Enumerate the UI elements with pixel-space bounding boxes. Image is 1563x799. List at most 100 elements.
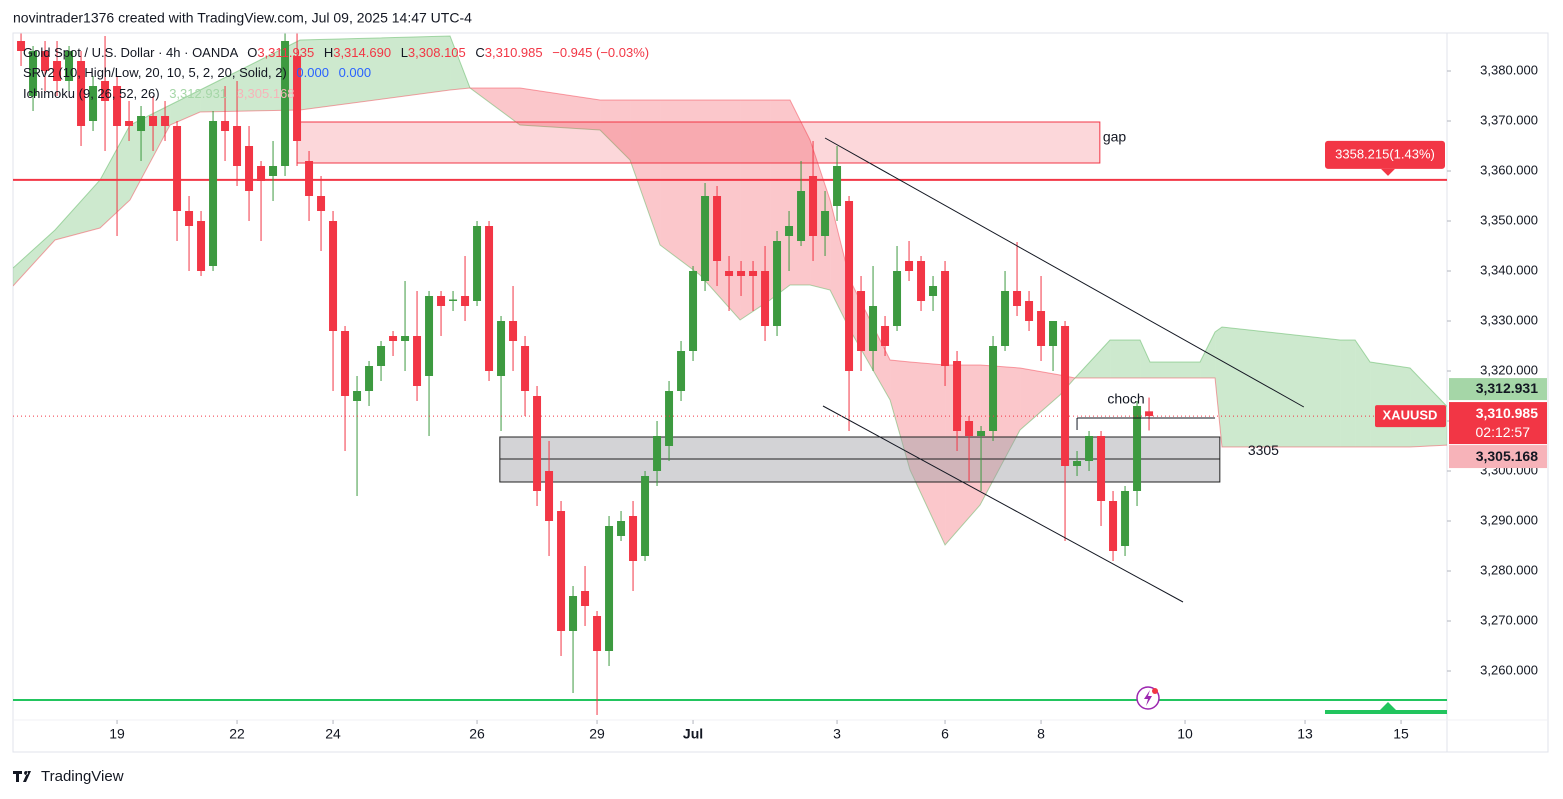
cloud-segment [470, 88, 520, 125]
candle-body [473, 226, 482, 301]
candle-body [329, 221, 338, 331]
candle-body [833, 166, 842, 206]
candle-body [569, 596, 578, 631]
zone [296, 121, 1101, 164]
candle-body [293, 56, 302, 141]
candle-body [665, 391, 674, 446]
candle-body [1097, 436, 1106, 501]
cloud-segment [1020, 368, 1060, 430]
candle-body [629, 516, 638, 561]
cloud-segment [1355, 340, 1371, 447]
candle-body [425, 296, 434, 376]
field-value: 3,311.935 [257, 45, 314, 60]
candle-body [773, 241, 782, 326]
candle-body [1109, 501, 1118, 551]
replay-icon[interactable] [1136, 686, 1160, 710]
candle-body [737, 271, 746, 276]
x-tick-label: 3 [833, 726, 841, 742]
cloud-segment [1200, 332, 1216, 378]
indicator-value: 0.000 [339, 65, 372, 80]
cloud-segment [1075, 340, 1111, 378]
candle-body [953, 361, 962, 431]
candle-body [593, 616, 602, 651]
price-labels: 3358.215(1.43%) 3,312.931 3,305.168 XAUUSD 3… [1325, 140, 1547, 469]
cloud-segment [890, 360, 910, 470]
footer-logo: TradingView [13, 768, 124, 785]
candle-body [437, 296, 446, 306]
candle-body [1073, 461, 1082, 466]
candle-body [341, 331, 350, 396]
candle-body [641, 476, 650, 556]
candle-body [149, 116, 158, 126]
candle-body [581, 591, 590, 606]
price-label-pointer [1381, 168, 1395, 176]
candle-body [929, 286, 938, 296]
candle-body [53, 61, 62, 81]
candle-body [725, 271, 734, 276]
x-tick-label: 22 [229, 726, 245, 742]
cloud-segment [170, 90, 201, 125]
candle-body [713, 196, 722, 261]
candle-body [1001, 291, 1010, 346]
candle-body [1121, 491, 1130, 546]
candle-body [905, 261, 914, 271]
span-b-label-box [1449, 445, 1547, 469]
candle-body [137, 116, 146, 131]
x-tick-label: 19 [109, 726, 125, 742]
candle-body [173, 126, 182, 211]
x-tick-label: 24 [325, 726, 341, 742]
y-tick-label: 3,280.000 [1480, 562, 1538, 577]
candle-body [965, 421, 974, 436]
cloud-segment [910, 362, 946, 545]
span-a-label: 3,312.931 [1476, 380, 1538, 396]
cloud-segment [1222, 327, 1341, 447]
zone-label: 3305 [1248, 442, 1279, 458]
y-tick-label: 3,360.000 [1480, 162, 1538, 177]
candle-body [1133, 406, 1142, 491]
candle-body [485, 226, 494, 371]
span-a-label-box [1449, 378, 1547, 401]
cloud-segment [600, 100, 631, 160]
y-tick-label: 3,260.000 [1480, 662, 1538, 677]
field-key: O [247, 45, 257, 60]
candle-body [257, 166, 266, 181]
cloud-segment [630, 100, 661, 245]
candle-body [17, 41, 26, 51]
candle-body [761, 271, 770, 326]
field-value: 3,314.690 [333, 45, 391, 60]
pane [13, 33, 1447, 715]
candle-body [461, 296, 470, 306]
cloud-segment [1340, 340, 1356, 447]
candle-body [101, 81, 110, 101]
candle-body [245, 146, 254, 191]
candle-body [1049, 321, 1058, 346]
candle-body [413, 336, 422, 386]
candle-body [1061, 326, 1070, 466]
countdown: 02:12:57 [1476, 424, 1531, 440]
cloud-segment [100, 125, 130, 228]
candle-body [377, 346, 386, 366]
candle-body [545, 471, 554, 521]
candle-body [497, 321, 506, 376]
candle-body [869, 306, 878, 351]
y-tick-label: 3,330.000 [1480, 312, 1538, 327]
candle-body [917, 261, 926, 301]
candle-body [509, 321, 518, 341]
span-b-label: 3,305.168 [1476, 448, 1538, 464]
legend-row: Ichimoku (9, 26, 52, 26) 3,312.931 3,305… [23, 86, 295, 101]
candle-body [221, 121, 230, 131]
cloud-segment [1110, 340, 1141, 378]
candle-body [41, 51, 50, 71]
cloud-segment [660, 100, 700, 275]
candle-body [1013, 291, 1022, 306]
cloud-segment [830, 200, 850, 330]
axes: 3,260.000 3,270.000 3,280.000 3,290.000 3,30… [109, 62, 1538, 741]
candle-body [401, 336, 410, 341]
candle-body [989, 346, 998, 431]
candle-body [605, 526, 614, 651]
cloud-segment [520, 88, 601, 130]
candle-body [533, 396, 542, 491]
trend-line [822, 405, 1184, 603]
